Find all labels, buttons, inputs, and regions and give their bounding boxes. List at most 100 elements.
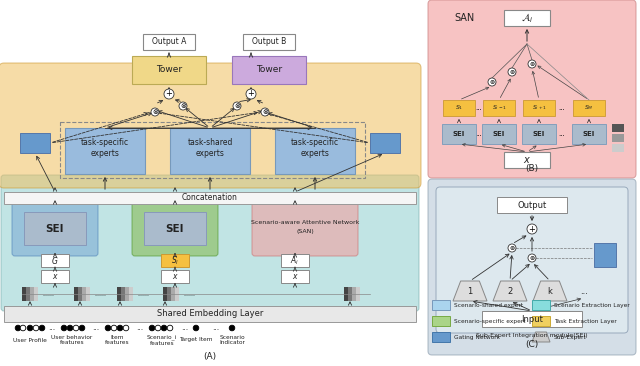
Circle shape <box>105 325 111 331</box>
Text: SEI: SEI <box>583 131 595 137</box>
Bar <box>132 56 206 84</box>
Bar <box>504 10 550 26</box>
Text: Scenario-aware Attentive Network: Scenario-aware Attentive Network <box>251 220 359 224</box>
Bar <box>30 287 33 301</box>
Bar <box>612 144 624 152</box>
Text: User behavior
features: User behavior features <box>51 335 93 346</box>
Text: Item
features: Item features <box>105 335 129 346</box>
Text: Sub-Expert: Sub-Expert <box>554 335 587 340</box>
Text: Scenario
Indicator: Scenario Indicator <box>219 335 245 346</box>
Bar <box>129 287 132 301</box>
Bar <box>4 306 416 322</box>
Circle shape <box>73 325 79 331</box>
Circle shape <box>67 325 73 331</box>
FancyBboxPatch shape <box>436 187 628 333</box>
Bar <box>121 287 125 301</box>
Text: Shared Embedding Layer: Shared Embedding Layer <box>157 310 263 318</box>
Text: $S_1$: $S_1$ <box>455 104 463 112</box>
Text: (B): (B) <box>525 164 539 173</box>
Text: ⊗: ⊗ <box>234 103 240 109</box>
Text: Output B: Output B <box>252 37 286 46</box>
FancyBboxPatch shape <box>252 202 358 256</box>
Circle shape <box>15 325 20 331</box>
Bar <box>41 254 69 267</box>
Circle shape <box>79 325 85 331</box>
Bar <box>432 316 450 326</box>
Text: Scenario-shared expert: Scenario-shared expert <box>454 303 523 307</box>
Text: ......: ...... <box>137 291 149 296</box>
Circle shape <box>111 325 117 331</box>
Text: Scenario_i
features: Scenario_i features <box>147 334 177 346</box>
Bar <box>594 243 616 267</box>
Circle shape <box>508 68 516 76</box>
Text: (C): (C) <box>525 340 539 350</box>
FancyBboxPatch shape <box>428 179 636 355</box>
Text: ⊗: ⊗ <box>509 246 515 250</box>
Circle shape <box>123 325 129 331</box>
Bar <box>41 270 69 283</box>
Bar <box>483 100 515 116</box>
Circle shape <box>33 325 39 331</box>
Text: ⊗: ⊗ <box>152 109 158 115</box>
Text: ...: ... <box>212 324 220 332</box>
Circle shape <box>527 224 537 234</box>
Circle shape <box>488 78 496 86</box>
Text: SEI: SEI <box>45 224 64 234</box>
FancyBboxPatch shape <box>0 63 421 188</box>
Text: ...: ... <box>136 324 143 332</box>
Text: ⊗: ⊗ <box>262 109 268 115</box>
Text: SEI: SEI <box>493 131 505 137</box>
Bar <box>348 287 351 301</box>
Bar <box>612 134 624 142</box>
Text: $S_{i+1}$: $S_{i+1}$ <box>532 104 547 112</box>
Bar <box>34 287 38 301</box>
Text: ......: ...... <box>183 291 195 296</box>
Bar <box>82 287 86 301</box>
Circle shape <box>149 325 155 331</box>
Bar <box>573 100 605 116</box>
Bar <box>432 300 450 310</box>
Bar <box>432 332 450 342</box>
Circle shape <box>20 325 26 331</box>
Text: Sub-Expert Integration module(SEI): Sub-Expert Integration module(SEI) <box>476 332 588 337</box>
Circle shape <box>528 254 536 262</box>
Text: $\mathcal{A}_i$: $\mathcal{A}_i$ <box>521 11 533 25</box>
Circle shape <box>528 60 536 68</box>
Text: +: + <box>166 90 172 98</box>
Text: $x$: $x$ <box>52 272 58 281</box>
Text: Concatenation: Concatenation <box>182 194 238 202</box>
Bar <box>482 311 582 327</box>
Text: ...: ... <box>476 105 483 111</box>
Circle shape <box>151 108 159 116</box>
Circle shape <box>155 325 161 331</box>
Circle shape <box>164 89 174 99</box>
Text: $G$: $G$ <box>51 255 59 266</box>
Text: ...: ... <box>559 105 565 111</box>
Bar <box>65 128 145 174</box>
Bar <box>523 100 555 116</box>
Text: User Profile: User Profile <box>13 337 47 343</box>
Circle shape <box>233 102 241 110</box>
Bar <box>482 124 516 144</box>
Bar <box>232 56 306 84</box>
Circle shape <box>117 325 123 331</box>
Bar <box>504 152 550 168</box>
Circle shape <box>229 325 235 331</box>
Bar <box>170 128 250 174</box>
Polygon shape <box>453 281 487 301</box>
Bar <box>370 133 400 153</box>
Circle shape <box>61 325 67 331</box>
Bar <box>275 128 355 174</box>
Bar <box>167 287 170 301</box>
Bar <box>171 287 175 301</box>
Bar <box>143 34 195 50</box>
Text: $S_i$: $S_i$ <box>171 254 179 267</box>
Text: ......: ...... <box>94 291 106 296</box>
Text: task-shared
experts: task-shared experts <box>188 138 233 158</box>
Bar <box>175 287 179 301</box>
Text: ...: ... <box>181 324 189 332</box>
Bar <box>243 34 295 50</box>
Bar <box>125 287 129 301</box>
Bar <box>78 287 81 301</box>
Text: $A_i$: $A_i$ <box>291 254 300 267</box>
